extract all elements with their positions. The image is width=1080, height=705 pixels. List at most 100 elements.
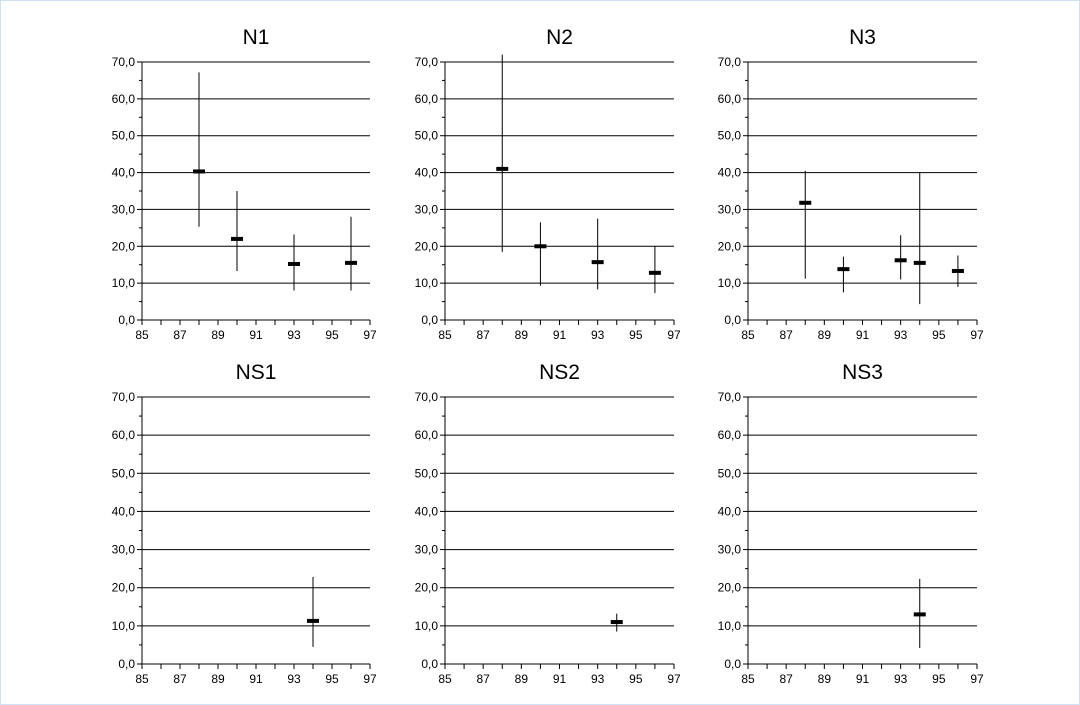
chart-1-ytick-label: 0,0	[421, 313, 438, 327]
chart-3-ytick-label: 30,0	[112, 543, 136, 557]
chart-4-xtick-label: 89	[515, 672, 529, 686]
chart-0-ytick-label: 10,0	[112, 276, 136, 290]
chart-3-xtick-label: 89	[211, 672, 225, 686]
chart-2-mean-marker	[837, 267, 850, 272]
chart-0-mean-marker	[345, 260, 357, 265]
chart-0-xtick-label: 85	[135, 328, 149, 342]
chart-3-ytick-label: 10,0	[112, 619, 136, 633]
chart-2-ytick-label: 70,0	[718, 55, 742, 69]
chart-5-xtick-label: 85	[741, 672, 755, 686]
chart-3-ytick-label: 0,0	[118, 657, 135, 671]
chart-3-ytick-label: 20,0	[112, 581, 136, 595]
chart-0-xtick-label: 87	[173, 328, 187, 342]
chart-1-xtick-label: 87	[476, 328, 490, 342]
chart-0-xtick-label: 93	[287, 328, 301, 342]
chart-0-ytick-label: 60,0	[112, 92, 136, 106]
chart-1-ytick-label: 50,0	[415, 129, 439, 143]
chart-2-title: N3	[849, 26, 876, 49]
chart-0-ytick-label: 20,0	[112, 239, 136, 253]
chart-4-xtick-label: 87	[476, 672, 490, 686]
chart-2-xtick-label: 93	[894, 328, 908, 342]
chart-3-mean-marker	[307, 618, 319, 623]
chart-5-xtick-label: 91	[856, 672, 870, 686]
chart-4-ytick-label: 70,0	[415, 390, 439, 404]
chart-5-title: NS3	[842, 361, 883, 384]
chart-2-ytick-label: 40,0	[718, 166, 742, 180]
chart-5-ytick-label: 40,0	[718, 504, 742, 518]
chart-2-xtick-label: 87	[779, 328, 793, 342]
chart-5-ytick-label: 0,0	[724, 657, 741, 671]
chart-0-mean-marker	[288, 261, 300, 266]
chart-0-xtick-label: 91	[249, 328, 263, 342]
chart-2-mean-marker	[951, 268, 964, 273]
chart-1-ytick-label: 40,0	[415, 166, 439, 180]
chart-1-ytick-label: 20,0	[415, 239, 439, 253]
chart-3-title: NS1	[236, 361, 277, 384]
chart-5-xtick-label: 87	[779, 672, 793, 686]
chart-3-xtick-label: 95	[325, 672, 339, 686]
chart-3-ytick-label: 60,0	[112, 428, 136, 442]
chart-2-xtick-label: 97	[970, 328, 984, 342]
chart-2-ytick-label: 20,0	[718, 239, 742, 253]
chart-5-ytick-label: 70,0	[718, 390, 742, 404]
chart-1-title: N2	[546, 26, 573, 49]
chart-2-ytick-label: 60,0	[718, 92, 742, 106]
chart-5-xtick-label: 95	[932, 672, 946, 686]
chart-5-ytick-label: 10,0	[718, 619, 742, 633]
chart-4-ytick-label: 20,0	[415, 581, 439, 595]
chart-2-mean-marker	[894, 258, 907, 263]
chart-4-xtick-label: 95	[629, 672, 643, 686]
chart-0-ytick-label: 50,0	[112, 129, 136, 143]
chart-0-ytick-label: 0,0	[118, 313, 135, 327]
chart-5-xtick-label: 89	[818, 672, 832, 686]
chart-5-ytick-label: 20,0	[718, 581, 742, 595]
chart-5-ytick-label: 60,0	[718, 428, 742, 442]
chart-1-mean-marker	[496, 166, 509, 171]
chart-0-mean-marker	[193, 169, 205, 174]
chart-1-ytick-label: 70,0	[415, 55, 439, 69]
chart-3-ytick-label: 50,0	[112, 466, 136, 480]
chart-3-xtick-label: 85	[135, 672, 149, 686]
chart-3-ytick-label: 70,0	[112, 390, 136, 404]
chart-4-xtick-label: 85	[438, 672, 452, 686]
chart-0-title: N1	[243, 26, 270, 49]
chart-2-xtick-label: 95	[932, 328, 946, 342]
chart-5-ytick-label: 50,0	[718, 466, 742, 480]
chart-2-xtick-label: 85	[741, 328, 755, 342]
chart-1-xtick-label: 97	[667, 328, 681, 342]
chart-3-xtick-label: 97	[363, 672, 377, 686]
chart-3-xtick-label: 87	[173, 672, 187, 686]
chart-5-xtick-label: 93	[894, 672, 908, 686]
chart-4-ytick-label: 50,0	[415, 466, 439, 480]
chart-1-ytick-label: 60,0	[415, 92, 439, 106]
chart-1-xtick-label: 89	[515, 328, 529, 342]
chart-2-mean-marker	[799, 200, 812, 205]
chart-4-ytick-label: 60,0	[415, 428, 439, 442]
chart-0-xtick-label: 95	[325, 328, 339, 342]
chart-5-mean-marker	[913, 612, 926, 617]
chart-4-ytick-label: 10,0	[415, 619, 439, 633]
chart-4-ytick-label: 40,0	[415, 504, 439, 518]
chart-0-ytick-label: 40,0	[112, 166, 136, 180]
chart-1-xtick-label: 85	[438, 328, 452, 342]
chart-1-mean-marker	[591, 260, 604, 265]
chart-0-ytick-label: 70,0	[112, 55, 136, 69]
chart-4-xtick-label: 93	[591, 672, 605, 686]
chart-1-ytick-label: 10,0	[415, 276, 439, 290]
chart-1-xtick-label: 95	[629, 328, 643, 342]
chart-2-ytick-label: 30,0	[718, 202, 742, 216]
chart-5-ytick-label: 30,0	[718, 543, 742, 557]
chart-2-ytick-label: 0,0	[724, 313, 741, 327]
chart-3-xtick-label: 93	[287, 672, 301, 686]
chart-4-xtick-label: 91	[553, 672, 567, 686]
chart-2-xtick-label: 91	[856, 328, 870, 342]
chart-0-mean-marker	[231, 236, 243, 241]
chart-2-xtick-label: 89	[818, 328, 832, 342]
chart-1-mean-marker	[648, 270, 661, 275]
chart-1-xtick-label: 93	[591, 328, 605, 342]
chart-1-ytick-label: 30,0	[415, 202, 439, 216]
chart-4-ytick-label: 30,0	[415, 543, 439, 557]
chart-5-xtick-label: 97	[970, 672, 984, 686]
chart-3-ytick-label: 40,0	[112, 504, 136, 518]
